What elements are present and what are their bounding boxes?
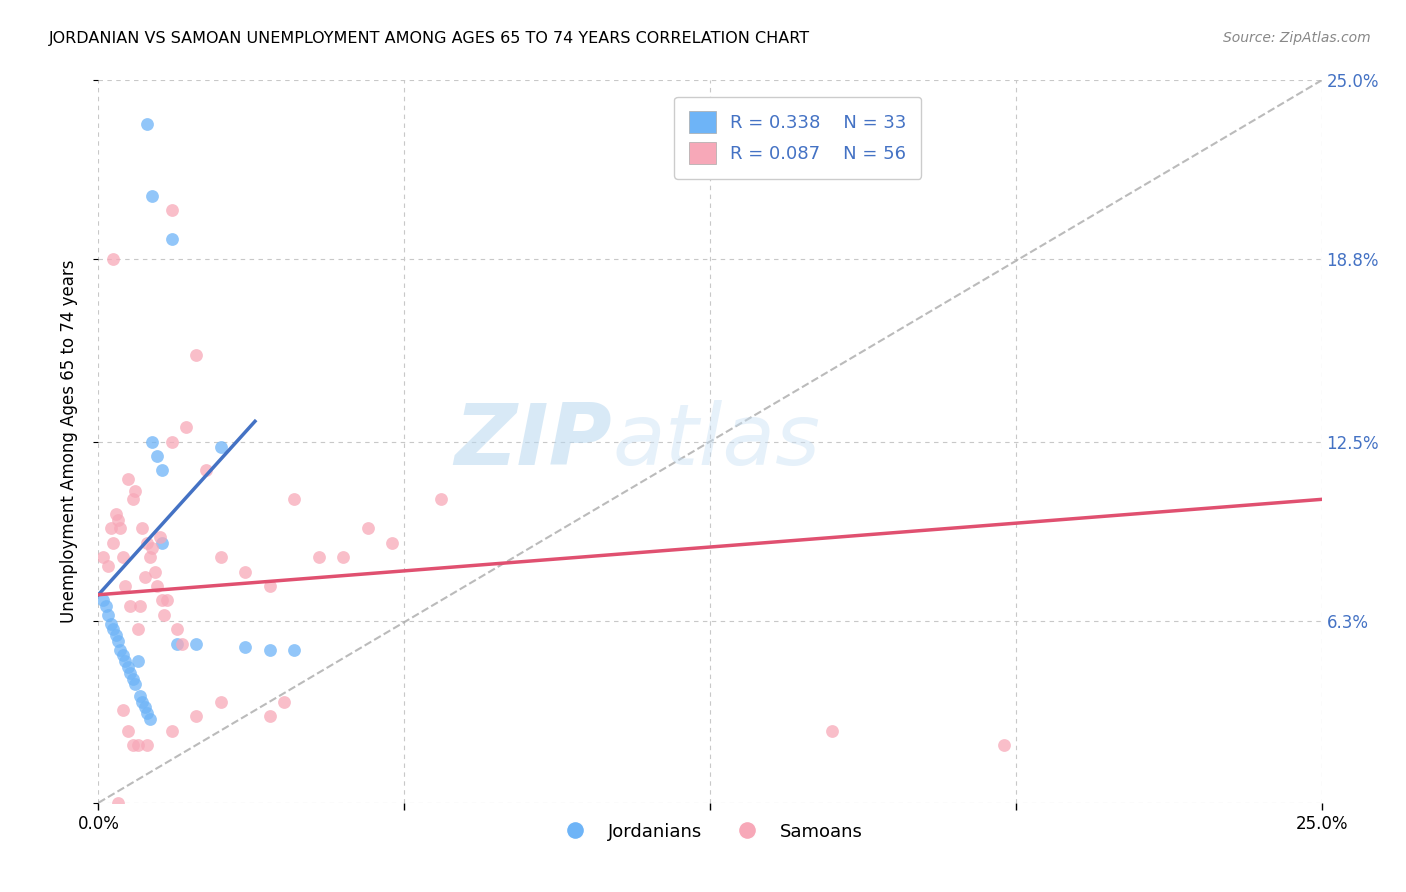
Point xyxy=(139,550,162,565)
Point xyxy=(114,579,136,593)
Point xyxy=(166,637,188,651)
Point xyxy=(100,616,122,631)
Point xyxy=(91,550,114,565)
Text: Source: ZipAtlas.com: Source: ZipAtlas.com xyxy=(1223,31,1371,45)
Point xyxy=(107,634,129,648)
Point xyxy=(186,709,208,723)
Point xyxy=(283,642,305,657)
Point xyxy=(91,593,114,607)
Point xyxy=(273,695,295,709)
Point xyxy=(233,565,256,579)
Point xyxy=(150,593,173,607)
Point xyxy=(146,449,169,463)
Point xyxy=(308,550,330,565)
Point xyxy=(141,541,163,556)
Point xyxy=(111,550,134,565)
Point xyxy=(107,796,129,810)
Point xyxy=(209,695,232,709)
Point xyxy=(160,203,183,218)
Point xyxy=(332,550,354,565)
Point xyxy=(430,492,453,507)
Point xyxy=(209,550,232,565)
Point xyxy=(127,623,149,637)
Point xyxy=(150,463,173,477)
Point xyxy=(120,599,142,614)
Point xyxy=(141,434,163,449)
Point xyxy=(186,348,208,362)
Point xyxy=(821,723,844,738)
Point xyxy=(149,530,172,544)
Point xyxy=(104,507,127,521)
Point xyxy=(129,599,152,614)
Point xyxy=(97,558,120,573)
Point xyxy=(136,535,159,549)
Point xyxy=(136,738,159,752)
Text: JORDANIAN VS SAMOAN UNEMPLOYMENT AMONG AGES 65 TO 74 YEARS CORRELATION CHART: JORDANIAN VS SAMOAN UNEMPLOYMENT AMONG A… xyxy=(49,31,810,46)
Point xyxy=(141,189,163,203)
Point xyxy=(127,654,149,668)
Y-axis label: Unemployment Among Ages 65 to 74 years: Unemployment Among Ages 65 to 74 years xyxy=(59,260,77,624)
Point xyxy=(117,660,139,674)
Point xyxy=(94,599,117,614)
Point xyxy=(209,440,232,454)
Point xyxy=(143,565,166,579)
Point xyxy=(110,642,132,657)
Point xyxy=(110,521,132,535)
Point xyxy=(136,117,159,131)
Text: ZIP: ZIP xyxy=(454,400,612,483)
Point xyxy=(186,637,208,651)
Point xyxy=(101,623,124,637)
Point xyxy=(124,483,146,498)
Point xyxy=(160,434,183,449)
Point xyxy=(104,628,127,642)
Point xyxy=(356,521,378,535)
Point xyxy=(111,703,134,717)
Point xyxy=(107,512,129,526)
Text: atlas: atlas xyxy=(612,400,820,483)
Point xyxy=(259,709,281,723)
Point xyxy=(176,420,198,434)
Point xyxy=(993,738,1015,752)
Point xyxy=(156,593,179,607)
Point xyxy=(101,535,124,549)
Point xyxy=(283,492,305,507)
Point xyxy=(114,654,136,668)
Point xyxy=(117,723,139,738)
Point xyxy=(153,607,176,622)
Point xyxy=(121,738,143,752)
Point xyxy=(101,252,124,267)
Point xyxy=(129,689,152,703)
Point xyxy=(117,472,139,486)
Point xyxy=(131,521,153,535)
Point xyxy=(160,232,183,246)
Point xyxy=(170,637,193,651)
Point xyxy=(134,700,156,714)
Point xyxy=(259,579,281,593)
Legend: Jordanians, Samoans: Jordanians, Samoans xyxy=(550,815,870,848)
Point xyxy=(195,463,218,477)
Point xyxy=(120,665,142,680)
Point xyxy=(139,712,162,726)
Point xyxy=(150,535,173,549)
Point xyxy=(146,579,169,593)
Point xyxy=(131,695,153,709)
Point xyxy=(124,677,146,691)
Point xyxy=(97,607,120,622)
Point xyxy=(134,570,156,584)
Point xyxy=(381,535,404,549)
Point xyxy=(127,738,149,752)
Point xyxy=(160,723,183,738)
Point xyxy=(233,640,256,654)
Point xyxy=(136,706,159,721)
Point xyxy=(259,642,281,657)
Point xyxy=(166,623,188,637)
Point xyxy=(121,492,143,507)
Point xyxy=(111,648,134,663)
Point xyxy=(100,521,122,535)
Point xyxy=(121,672,143,686)
